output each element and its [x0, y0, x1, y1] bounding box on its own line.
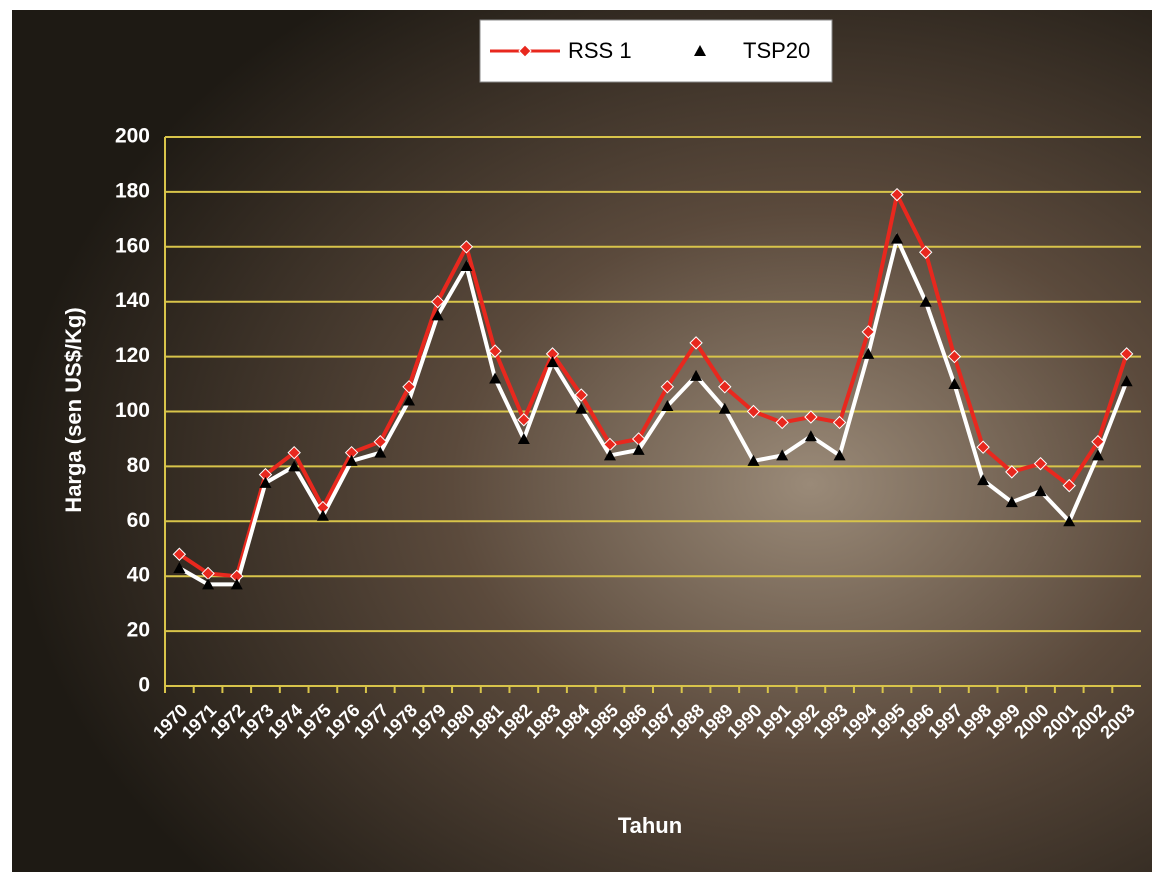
point	[430, 294, 445, 309]
y-tick-label: 0	[138, 674, 150, 697]
point	[948, 378, 961, 390]
y-tick-label: 120	[115, 344, 150, 367]
point	[1034, 485, 1047, 497]
series-line	[178, 232, 1129, 587]
point	[947, 349, 962, 364]
point	[918, 245, 933, 259]
y-tick-label: 20	[127, 619, 150, 642]
y-tick-label: 160	[115, 234, 150, 257]
point	[574, 388, 588, 402]
point	[1120, 375, 1133, 387]
point	[690, 369, 703, 381]
point	[173, 561, 186, 573]
point	[402, 380, 416, 394]
point	[919, 295, 932, 307]
point	[489, 372, 502, 384]
point	[804, 430, 817, 442]
point	[1062, 478, 1076, 493]
point	[488, 344, 502, 358]
point	[862, 347, 875, 359]
y-tick-label: 40	[127, 564, 150, 587]
point	[776, 449, 789, 461]
y-tick-label: 100	[115, 399, 150, 422]
point	[316, 509, 329, 521]
y-tick-label: 80	[127, 454, 150, 477]
point	[603, 449, 616, 461]
point	[718, 402, 731, 414]
point	[546, 356, 559, 368]
y-tick-label: 140	[115, 289, 150, 312]
legend-marker	[518, 44, 532, 58]
point	[891, 232, 903, 244]
point	[976, 440, 990, 454]
point	[804, 410, 818, 424]
y-tick-label: 180	[115, 179, 150, 202]
point	[775, 415, 789, 430]
point	[833, 449, 846, 461]
point	[287, 445, 301, 460]
point	[661, 400, 674, 412]
point	[718, 380, 732, 394]
series-line	[178, 188, 1129, 579]
point	[230, 578, 243, 590]
point	[575, 402, 588, 414]
legend-marker	[694, 45, 706, 56]
point	[632, 443, 645, 455]
point	[746, 404, 761, 419]
point	[431, 309, 444, 321]
legend-label: RSS 1	[568, 38, 632, 63]
point	[517, 413, 531, 427]
point	[288, 460, 301, 472]
point	[374, 446, 387, 458]
y-axis-title: Harga (sen US$/Kg)	[61, 307, 86, 512]
point	[202, 578, 215, 590]
point	[861, 325, 876, 339]
point	[172, 547, 187, 561]
point	[689, 336, 703, 350]
background	[12, 10, 1152, 872]
point	[1091, 449, 1104, 461]
point	[660, 380, 675, 394]
point	[1063, 515, 1076, 527]
point	[1005, 496, 1018, 508]
point	[1005, 465, 1019, 479]
point	[259, 476, 272, 488]
point	[1033, 456, 1048, 471]
legend-label: TSP20	[743, 38, 810, 63]
point	[517, 432, 530, 444]
point	[403, 394, 415, 406]
point	[460, 260, 473, 272]
point	[890, 187, 904, 202]
x-axis-title: Tahun	[618, 813, 682, 838]
point	[977, 474, 990, 486]
point	[747, 454, 760, 466]
y-tick-label: 200	[115, 125, 150, 148]
y-tick-label: 60	[127, 509, 150, 532]
point	[1091, 434, 1105, 449]
point	[345, 454, 358, 466]
point	[459, 240, 474, 254]
point	[832, 415, 847, 430]
point	[1119, 347, 1134, 361]
